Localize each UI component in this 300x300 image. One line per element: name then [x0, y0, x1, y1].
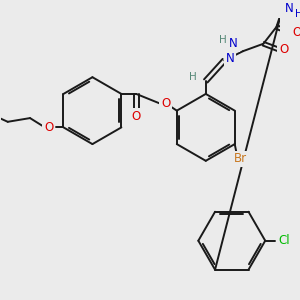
- Text: H: H: [219, 35, 226, 45]
- Text: N: N: [229, 37, 238, 50]
- Text: O: O: [292, 26, 300, 39]
- Text: H: H: [295, 9, 300, 19]
- Text: O: O: [44, 121, 53, 134]
- Text: Cl: Cl: [278, 234, 290, 247]
- Text: N: N: [226, 52, 234, 65]
- Text: Br: Br: [234, 152, 247, 166]
- Text: O: O: [132, 110, 141, 123]
- Text: H: H: [189, 72, 196, 82]
- Text: O: O: [279, 43, 288, 56]
- Text: N: N: [285, 2, 294, 15]
- Text: O: O: [161, 97, 170, 110]
